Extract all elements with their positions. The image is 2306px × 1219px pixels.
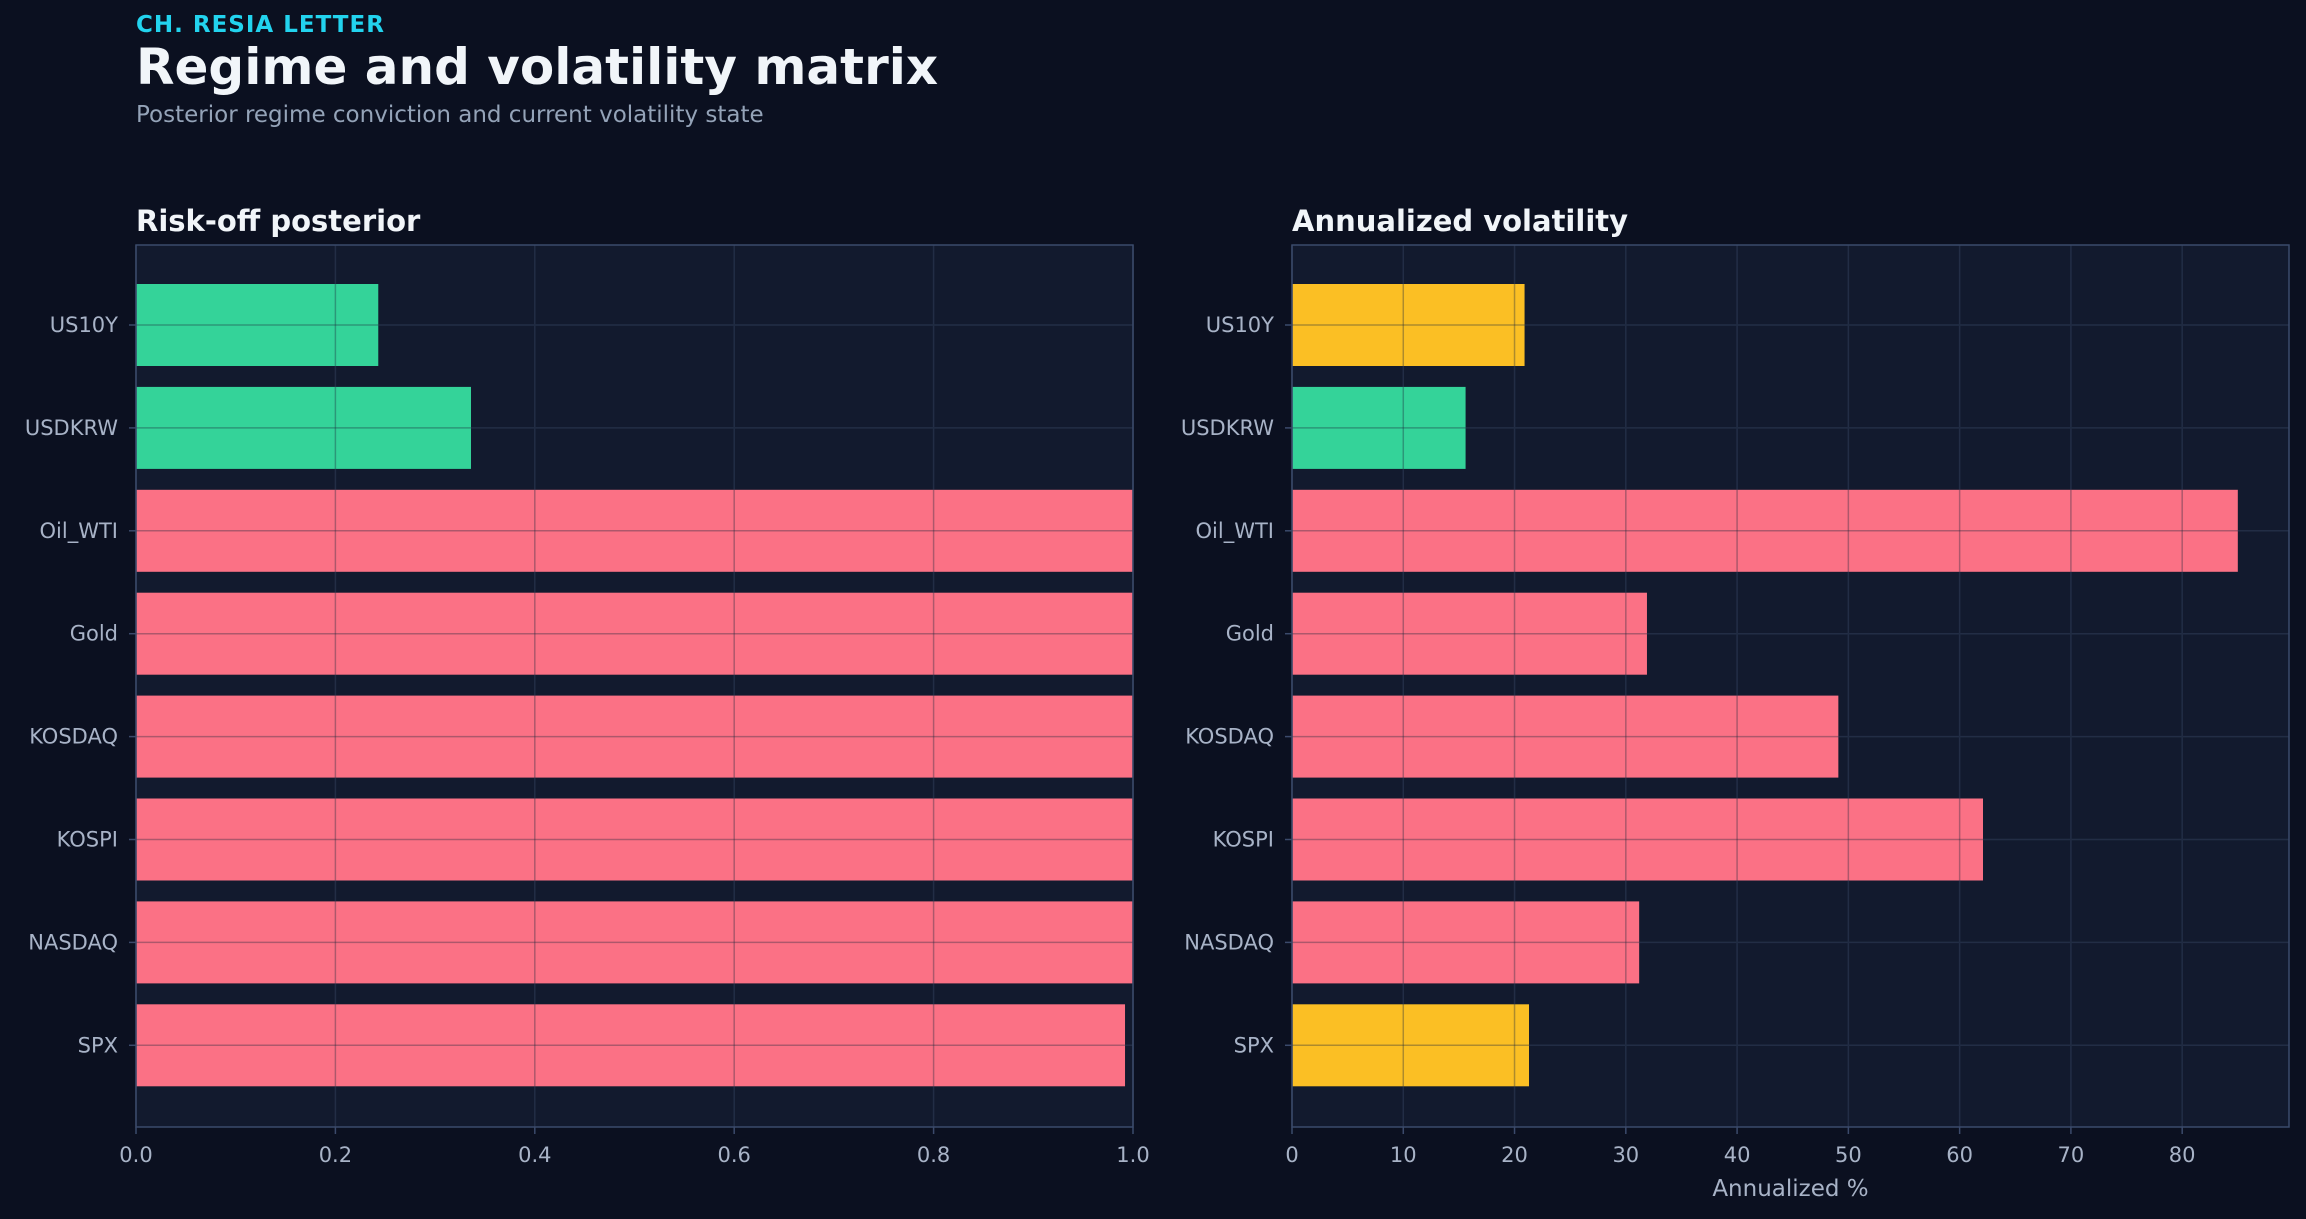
bar-oil-wti: [136, 489, 1133, 572]
x-tick-label: 30: [1612, 1143, 1639, 1167]
chart-title: Risk-off posterior: [136, 204, 421, 238]
bar-kospi: [136, 798, 1133, 881]
chart-panel-2: US10Y USDKRW Oil_WTI Gold KOSDAQ KOSPI NASDAQ S…: [1181, 204, 2290, 1202]
y-tick-label: NASDAQ: [1184, 930, 1274, 954]
y-tick-label: Gold: [70, 622, 118, 646]
y-tick-label: KOSPI: [57, 828, 118, 852]
x-tick-label: 0.2: [319, 1143, 352, 1167]
y-tick-label: Oil_WTI: [1196, 519, 1274, 544]
plot-area: [1292, 245, 2289, 1127]
page-title: Regime and volatility matrix: [136, 38, 939, 96]
y-tick-label: Oil_WTI: [40, 519, 118, 544]
x-tick-label: 0.6: [717, 1143, 750, 1167]
bar-nasdaq: [1292, 901, 1640, 984]
x-tick-label: 60: [1946, 1143, 1973, 1167]
y-tick-label: NASDAQ: [28, 930, 118, 954]
y-tick-label: Gold: [1226, 622, 1274, 646]
x-tick-label: 0.4: [518, 1143, 551, 1167]
y-tick-label: USDKRW: [25, 416, 118, 440]
x-tick-label: 10: [1390, 1143, 1417, 1167]
y-tick-label: US10Y: [50, 313, 118, 337]
x-axis-title: Annualized %: [1712, 1176, 1868, 1202]
kicker: CH. RESIA LETTER: [136, 12, 385, 38]
bar-nasdaq: [136, 901, 1133, 984]
bar-us10y: [1292, 284, 1525, 366]
x-tick-label: 20: [1501, 1143, 1528, 1167]
y-tick-label: KOSDAQ: [29, 725, 118, 749]
bar-usdkrw: [1292, 386, 1466, 469]
bar-kospi: [1292, 798, 1984, 881]
x-tick-label: 70: [2058, 1143, 2085, 1167]
bar-spx: [1292, 1004, 1530, 1087]
y-tick-label: USDKRW: [1181, 416, 1274, 440]
bar-usdkrw: [136, 386, 471, 469]
y-tick-label: SPX: [78, 1033, 118, 1057]
bar-spx: [136, 1004, 1126, 1087]
x-tick-label: 50: [1835, 1143, 1862, 1167]
x-tick-label: 0.8: [917, 1143, 950, 1167]
chart-panel-1: US10Y USDKRW Oil_WTI Gold KOSDAQ KOSPI NASDAQ S…: [25, 204, 1150, 1167]
x-tick-label: 1.0: [1116, 1143, 1149, 1167]
bar-oil-wti: [1292, 489, 2238, 572]
y-tick-label: KOSPI: [1213, 828, 1274, 852]
plot-frame: [135, 244, 1134, 1128]
x-tick-label: 80: [2169, 1143, 2196, 1167]
bar-gold: [1292, 592, 1647, 675]
plot-area: [136, 245, 1133, 1127]
bar-gold: [136, 592, 1133, 675]
y-tick-label: SPX: [1234, 1033, 1274, 1057]
bar-kosdaq: [136, 695, 1133, 778]
bar-us10y: [136, 284, 379, 366]
page-subtitle: Posterior regime conviction and current …: [136, 102, 764, 128]
x-tick-label: 0: [1285, 1143, 1298, 1167]
chart-title: Annualized volatility: [1292, 204, 1628, 238]
bar-kosdaq: [1292, 695, 1839, 778]
y-tick-label: KOSDAQ: [1185, 725, 1274, 749]
plot-frame: [1291, 244, 2290, 1128]
y-tick-label: US10Y: [1206, 313, 1274, 337]
x-tick-label: 40: [1724, 1143, 1751, 1167]
x-tick-label: 0.0: [119, 1143, 152, 1167]
